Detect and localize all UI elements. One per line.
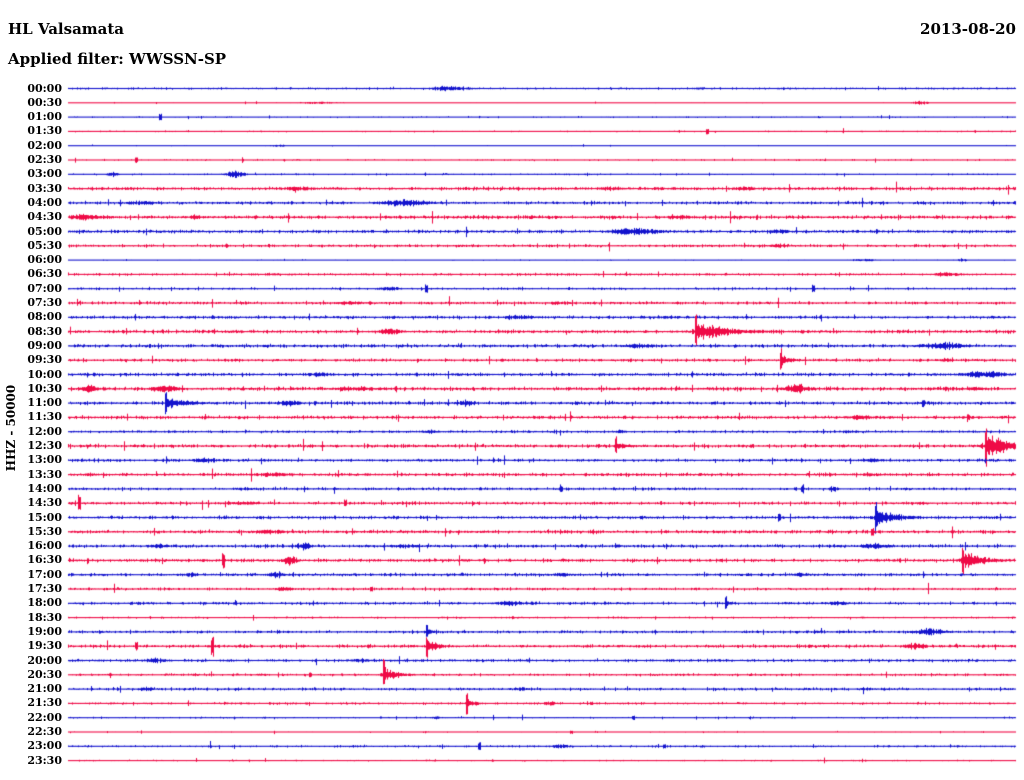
trace-time-label: 04:00 [27,195,62,209]
applied-filter-label: Applied filter: WWSSN-SP [8,50,227,68]
trace-time-label: 00:30 [27,95,62,109]
trace-time-label: 23:00 [27,739,62,753]
trace-time-label: 15:30 [27,524,62,538]
trace-time-label: 05:00 [27,224,62,238]
record-date: 2013-08-20 [920,20,1016,38]
trace-time-label: 01:30 [27,124,62,138]
trace-time-label: 23:30 [27,753,62,767]
trace-time-label: 16:00 [27,539,62,553]
trace-time-label: 20:00 [27,653,62,667]
trace-time-label: 09:30 [27,353,62,367]
trace-time-label: 15:00 [27,510,62,524]
trace-time-label: 04:30 [27,210,62,224]
trace-time-label: 18:30 [27,610,62,624]
trace-time-label: 12:00 [27,424,62,438]
trace-time-label: 17:00 [27,567,62,581]
trace-time-label: 08:30 [27,324,62,338]
trace-time-label: 00:00 [27,81,62,95]
y-axis-channel-scale-label: HHZ - 50000 [4,384,18,472]
station-title: HL Valsamata [8,20,125,38]
trace-time-label: 03:00 [27,167,62,181]
trace-time-label: 12:30 [27,439,62,452]
trace-time-label: 18:00 [27,596,62,610]
trace-time-label: 03:30 [27,181,62,195]
trace-time-label: 11:00 [27,396,62,410]
trace-time-label: 13:30 [27,467,62,481]
trace-time-label: 14:30 [27,496,62,510]
trace-time-label: 07:30 [27,296,62,309]
trace-time-label: 02:00 [27,138,62,152]
trace-time-label: 22:30 [27,725,62,738]
trace-time-label: 10:30 [27,381,62,395]
trace-time-label: 16:30 [27,553,62,567]
trace-time-label: 08:00 [27,310,62,324]
trace-time-label: 19:30 [27,639,62,653]
trace-time-label: 06:00 [27,253,62,267]
trace-time-label: 13:00 [27,453,62,467]
trace-time-label: 05:30 [27,238,62,252]
trace-time-label: 02:30 [27,153,62,166]
trace-time-label: 09:00 [27,338,62,352]
trace-time-label: 01:00 [27,110,62,124]
trace-time-label: 14:00 [27,481,62,495]
trace-time-label: 17:30 [27,582,62,595]
trace-time-label: 06:30 [27,267,62,281]
trace-time-label: 10:00 [27,367,62,381]
trace-time-label: 07:00 [27,281,62,295]
trace-time-label: 21:00 [27,682,62,696]
trace-time-label: 20:30 [27,667,62,681]
trace-time-label: 21:30 [27,696,62,710]
trace-time-label: 19:00 [27,624,62,638]
trace-time-label: 11:30 [27,410,62,424]
trace-time-label: 22:00 [27,710,62,724]
